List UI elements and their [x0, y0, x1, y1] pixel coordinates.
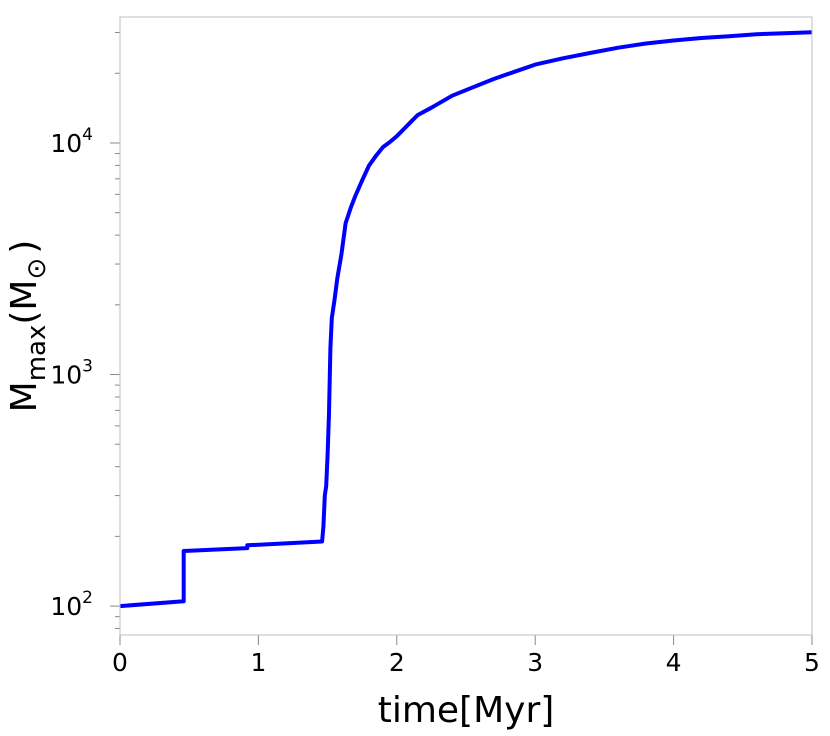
y-tick-exponent: 4 [82, 125, 93, 145]
y-axis-title-main: M [4, 381, 45, 412]
x-tick-label: 4 [666, 648, 682, 677]
svg-text:Mmax(M⊙): Mmax(M⊙) [4, 240, 52, 413]
series-line [119, 30, 813, 609]
x-tick-label: 0 [112, 648, 128, 677]
y-axis-title-close: ) [4, 240, 45, 254]
y-tick-base: 10 [50, 129, 82, 158]
plot-frame [119, 16, 813, 636]
x-tick-labels: 0 1 2 3 4 5 [112, 648, 820, 677]
y-tick-label: 104 [50, 125, 93, 158]
x-axis-title: time[Myr] [378, 690, 555, 731]
y-tick-label: 103 [50, 357, 93, 390]
y-axis-title-sun-icon: ⊙ [22, 258, 52, 280]
y-axis-title-open: (M [4, 280, 45, 325]
y-axis-title-sub: max [22, 325, 52, 382]
y-axis-title: Mmax(M⊙) [4, 240, 52, 413]
y-tick-exponent: 2 [82, 588, 93, 608]
axis-ticks [110, 142, 813, 645]
x-tick-label: 1 [250, 648, 266, 677]
y-tick-label: 102 [50, 588, 93, 621]
plot-area [120, 17, 812, 635]
y-tick-base: 10 [50, 361, 82, 390]
y-tick-exponent: 3 [82, 357, 93, 377]
y-minor-ticks [115, 32, 120, 630]
x-tick-label: 3 [527, 648, 543, 677]
x-tick-label: 5 [804, 648, 820, 677]
x-tick-label: 2 [389, 648, 405, 677]
y-tick-base: 10 [50, 592, 82, 621]
